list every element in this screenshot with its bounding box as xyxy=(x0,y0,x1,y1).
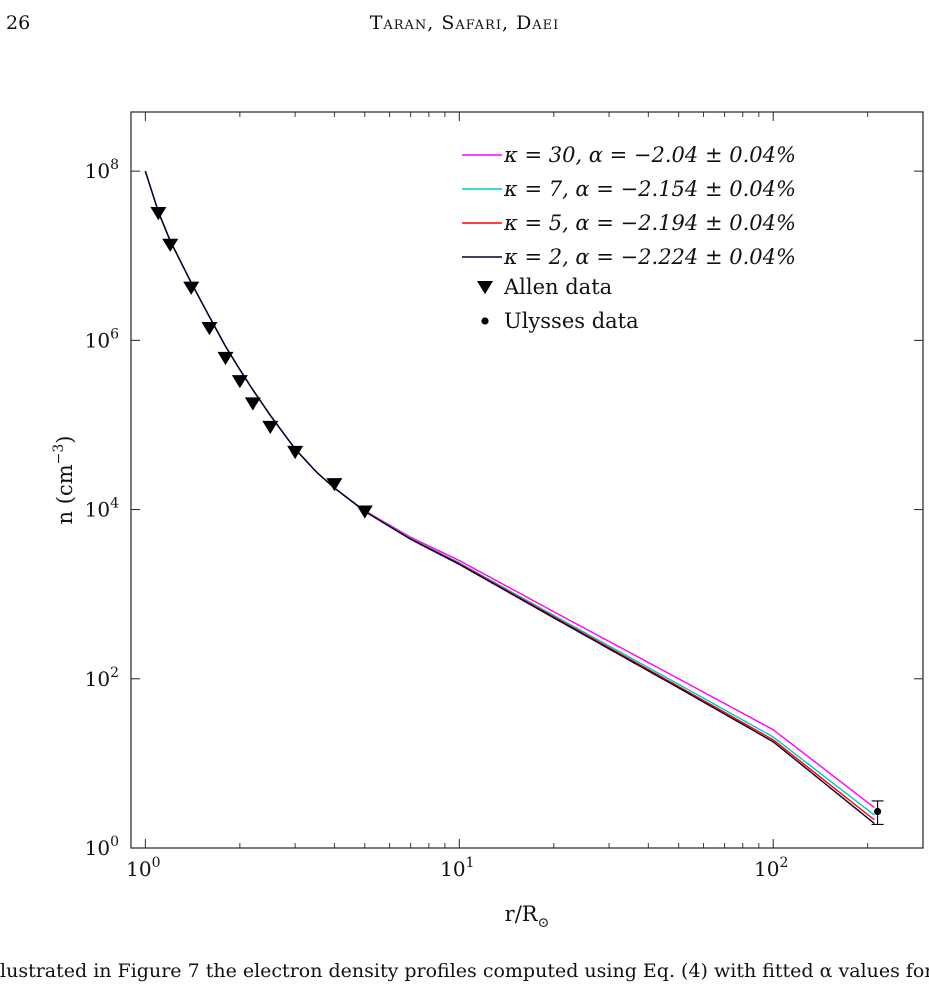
tick-layer: 100 101 102 100 102 104 106 108 xyxy=(85,112,924,881)
allen-data-point xyxy=(201,321,218,336)
x-tick-label: 100 xyxy=(126,855,160,881)
series-line-3 xyxy=(144,170,875,825)
ulysses-data-point xyxy=(873,807,882,816)
x-tick-label: 102 xyxy=(754,855,788,881)
allen-data-point xyxy=(262,420,279,435)
y-axis-label: n (cm−3) xyxy=(51,436,77,525)
allen-data-point xyxy=(217,351,234,366)
x-axis-label: r/R⊙ xyxy=(505,902,550,931)
legend: κ = 30, α = −2.04 ± 0.04% κ = 7, α = −2.1… xyxy=(462,143,796,333)
legend-allen-marker xyxy=(477,281,493,295)
allen-data-point xyxy=(287,445,304,460)
y-tick-label: 104 xyxy=(85,496,119,522)
allen-data-point xyxy=(244,397,261,411)
page-number: 26 xyxy=(6,12,31,34)
allen-data-point xyxy=(162,238,179,252)
marker-layer xyxy=(150,207,884,825)
y-tick-label: 106 xyxy=(85,326,119,352)
legend-marker-label-0: Allen data xyxy=(503,275,612,299)
y-tick-label: 102 xyxy=(85,665,119,691)
legend-ulysses-marker xyxy=(481,317,489,325)
y-tick-label: 108 xyxy=(85,157,119,183)
legend-label-2: κ = 5, α = −2.194 ± 0.04% xyxy=(503,211,796,235)
legend-label-0: κ = 30, α = −2.04 ± 0.04% xyxy=(503,143,796,167)
allen-data-point xyxy=(183,281,200,295)
legend-label-1: κ = 7, α = −2.154 ± 0.04% xyxy=(503,177,796,201)
allen-data-point xyxy=(356,505,373,519)
allen-data-point xyxy=(231,375,248,389)
x-tick-label: 101 xyxy=(440,855,474,881)
running-header: Taran, Safari, Daei xyxy=(369,12,560,34)
allen-data-point xyxy=(326,478,343,492)
y-tick-label: 100 xyxy=(85,834,119,860)
allen-data-point xyxy=(150,207,167,221)
legend-marker-label-1: Ulysses data xyxy=(504,309,639,333)
legend-label-3: κ = 2, α = −2.224 ± 0.04% xyxy=(503,245,796,269)
plot-frame xyxy=(130,111,924,849)
series-layer xyxy=(144,170,875,825)
caption-fragment: lustrated in Figure 7 the electron densi… xyxy=(0,960,929,982)
